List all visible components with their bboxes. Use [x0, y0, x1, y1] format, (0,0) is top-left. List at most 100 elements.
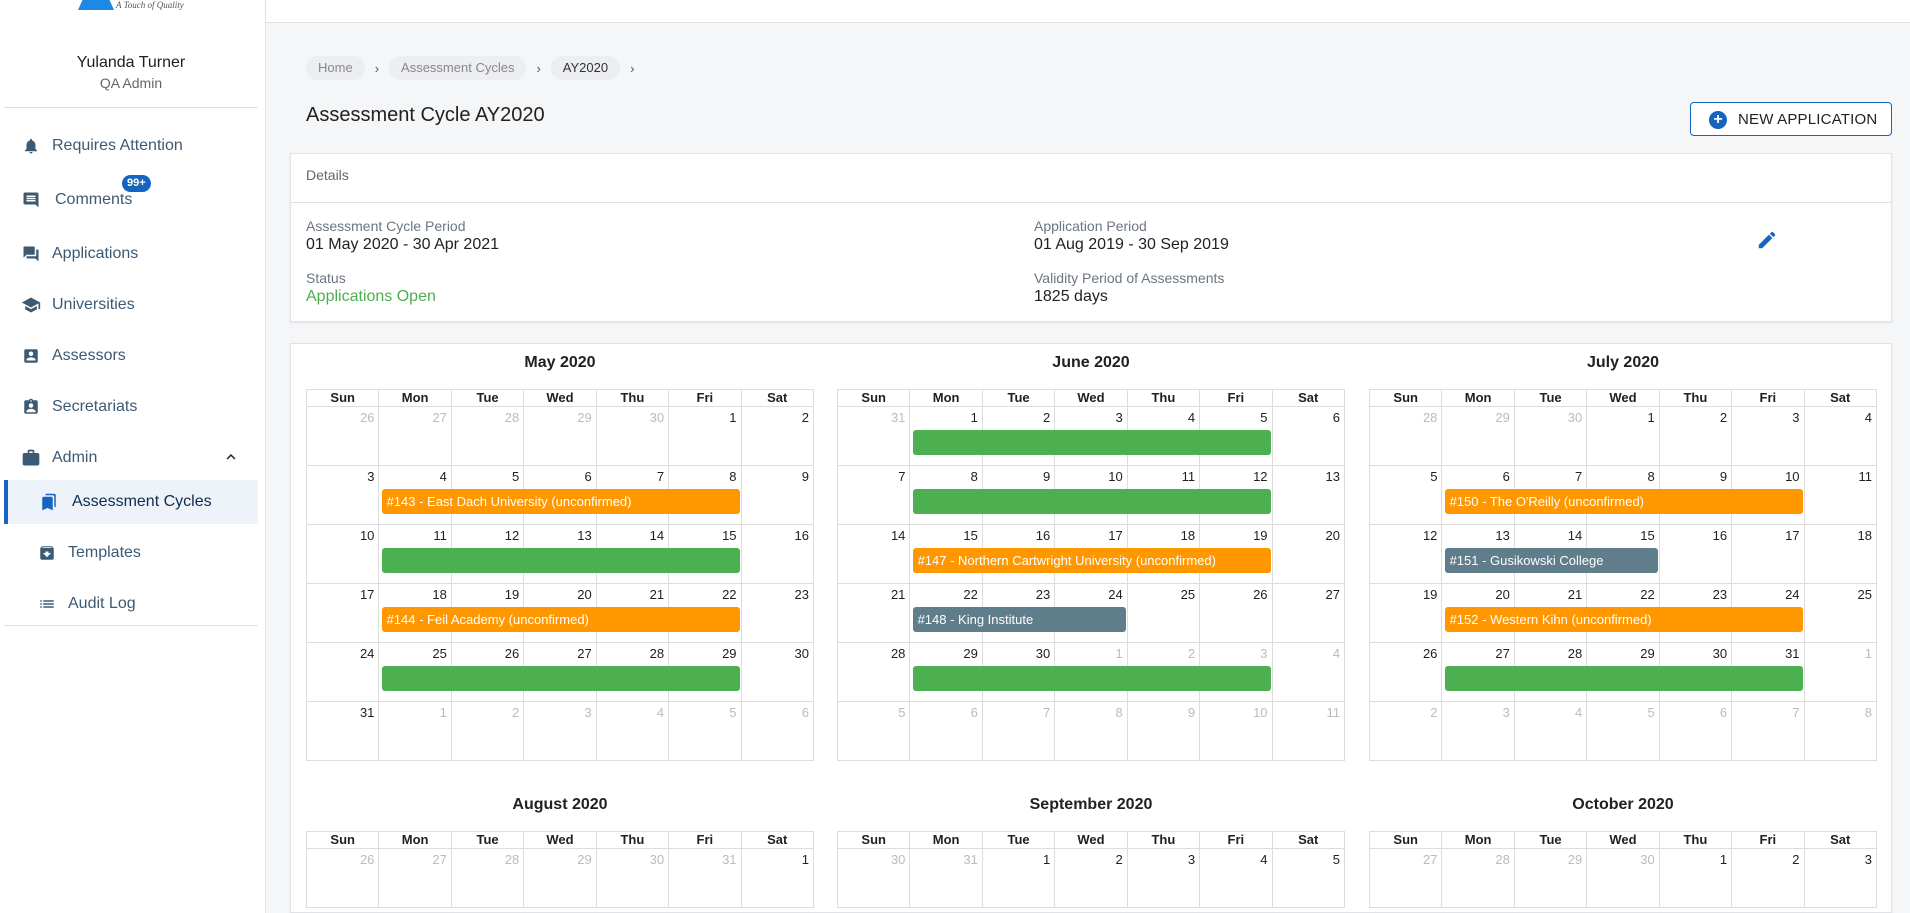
- day-cell[interactable]: 25: [1803, 584, 1876, 642]
- sidebar-item-requires-attention[interactable]: Requires Attention: [0, 124, 262, 168]
- day-cell[interactable]: 27: [378, 407, 450, 465]
- breadcrumb-home[interactable]: Home: [306, 56, 365, 80]
- sidebar-item-audit-log[interactable]: Audit Log: [0, 582, 262, 626]
- day-cell[interactable]: 19: [1422, 587, 1438, 602]
- day-cell[interactable]: 12: [1422, 528, 1438, 543]
- new-application-button[interactable]: + NEW APPLICATION: [1690, 102, 1892, 136]
- day-cell[interactable]: 7: [898, 469, 906, 484]
- day-cell[interactable]: 27: [378, 849, 450, 907]
- sidebar-item-applications[interactable]: Applications: [0, 232, 262, 276]
- day-cell[interactable]: 3: [1731, 407, 1803, 465]
- calendar-event[interactable]: [1444, 666, 1804, 691]
- day-cell[interactable]: 8: [909, 466, 981, 524]
- day-cell[interactable]: 27: [1422, 852, 1438, 867]
- day-cell[interactable]: 1: [981, 849, 1054, 907]
- day-cell[interactable]: 20: [1271, 525, 1344, 583]
- day-cell[interactable]: 7: [1731, 702, 1803, 760]
- calendar-event[interactable]: [912, 489, 1272, 514]
- day-cell[interactable]: 1: [668, 407, 740, 465]
- day-cell[interactable]: 1: [1803, 643, 1876, 701]
- day-cell[interactable]: 1: [740, 849, 813, 907]
- day-cell[interactable]: 17: [359, 587, 375, 602]
- day-cell[interactable]: 6: [1658, 702, 1731, 760]
- day-cell[interactable]: 8: [1054, 702, 1126, 760]
- day-cell[interactable]: 30: [1513, 407, 1586, 465]
- day-cell[interactable]: 5: [1586, 702, 1658, 760]
- day-cell[interactable]: 4: [1513, 702, 1586, 760]
- day-cell[interactable]: 25: [378, 643, 450, 701]
- day-cell[interactable]: 31: [909, 849, 981, 907]
- calendar-event[interactable]: #143 - East Dach University (unconfirmed…: [381, 489, 741, 514]
- day-cell[interactable]: 29: [523, 849, 595, 907]
- day-cell[interactable]: 11: [1271, 702, 1344, 760]
- day-cell[interactable]: 30: [595, 407, 668, 465]
- day-cell[interactable]: 4: [595, 702, 668, 760]
- day-cell[interactable]: 1: [909, 407, 981, 465]
- day-cell[interactable]: 5: [668, 702, 740, 760]
- day-cell[interactable]: 29: [909, 643, 981, 701]
- day-cell[interactable]: 30: [740, 643, 813, 701]
- day-cell[interactable]: 4: [1199, 849, 1271, 907]
- day-cell[interactable]: 13: [1271, 466, 1344, 524]
- calendar-event[interactable]: [912, 430, 1272, 455]
- day-cell[interactable]: 22: [909, 584, 981, 642]
- day-cell[interactable]: 28: [450, 407, 523, 465]
- day-cell[interactable]: 25: [1126, 584, 1199, 642]
- day-cell[interactable]: 31: [890, 410, 906, 425]
- day-cell[interactable]: 26: [359, 852, 375, 867]
- day-cell[interactable]: 14: [890, 528, 906, 543]
- day-cell[interactable]: 4: [1803, 407, 1876, 465]
- day-cell[interactable]: 6: [1441, 466, 1513, 524]
- day-cell[interactable]: 2: [740, 407, 813, 465]
- day-cell[interactable]: 1: [378, 702, 450, 760]
- day-cell[interactable]: 27: [1271, 584, 1344, 642]
- day-cell[interactable]: 17: [1731, 525, 1803, 583]
- day-cell[interactable]: 3: [523, 702, 595, 760]
- day-cell[interactable]: 20: [1441, 584, 1513, 642]
- sidebar-item-assessment-cycles[interactable]: Assessment Cycles: [4, 480, 258, 524]
- day-cell[interactable]: 18: [1803, 525, 1876, 583]
- sidebar-item-admin[interactable]: Admin: [0, 436, 262, 480]
- day-cell[interactable]: 28: [1441, 849, 1513, 907]
- breadcrumb-current[interactable]: AY2020: [550, 56, 621, 80]
- day-cell[interactable]: 29: [523, 407, 595, 465]
- day-cell[interactable]: 16: [740, 525, 813, 583]
- day-cell[interactable]: 9: [740, 466, 813, 524]
- day-cell[interactable]: 2: [1430, 705, 1438, 720]
- calendar-event[interactable]: [912, 666, 1272, 691]
- day-cell[interactable]: 30: [1586, 849, 1658, 907]
- day-cell[interactable]: 30: [890, 852, 906, 867]
- day-cell[interactable]: 3: [1126, 849, 1199, 907]
- day-cell[interactable]: 28: [1422, 410, 1438, 425]
- calendar-event[interactable]: [381, 666, 741, 691]
- day-cell[interactable]: 28: [890, 646, 906, 661]
- day-cell[interactable]: 23: [740, 584, 813, 642]
- day-cell[interactable]: 13: [1441, 525, 1513, 583]
- day-cell[interactable]: 2: [1054, 849, 1126, 907]
- day-cell[interactable]: 2: [1658, 407, 1731, 465]
- day-cell[interactable]: 18: [378, 584, 450, 642]
- day-cell[interactable]: 27: [1441, 643, 1513, 701]
- day-cell[interactable]: 24: [359, 646, 375, 661]
- day-cell[interactable]: 6: [909, 702, 981, 760]
- day-cell[interactable]: 2: [1731, 849, 1803, 907]
- sidebar-item-secretariats[interactable]: Secretariats: [0, 385, 262, 429]
- day-cell[interactable]: 10: [359, 528, 375, 543]
- day-cell[interactable]: 31: [359, 705, 375, 720]
- day-cell[interactable]: 21: [890, 587, 906, 602]
- day-cell[interactable]: 31: [668, 849, 740, 907]
- chevron-up-icon[interactable]: [222, 448, 240, 471]
- day-cell[interactable]: 29: [1441, 407, 1513, 465]
- day-cell[interactable]: 11: [378, 525, 450, 583]
- sidebar-item-universities[interactable]: Universities: [0, 283, 262, 327]
- day-cell[interactable]: 6: [1271, 407, 1344, 465]
- calendar-event[interactable]: #148 - King Institute: [912, 607, 1127, 632]
- day-cell[interactable]: 26: [359, 410, 375, 425]
- day-cell[interactable]: 26: [1422, 646, 1438, 661]
- day-cell[interactable]: 1: [1658, 849, 1731, 907]
- day-cell[interactable]: 4: [378, 466, 450, 524]
- day-cell[interactable]: 6: [740, 702, 813, 760]
- day-cell[interactable]: 5: [1271, 849, 1344, 907]
- day-cell[interactable]: 15: [909, 525, 981, 583]
- app-logo[interactable]: A Touch of Quality: [78, 0, 184, 12]
